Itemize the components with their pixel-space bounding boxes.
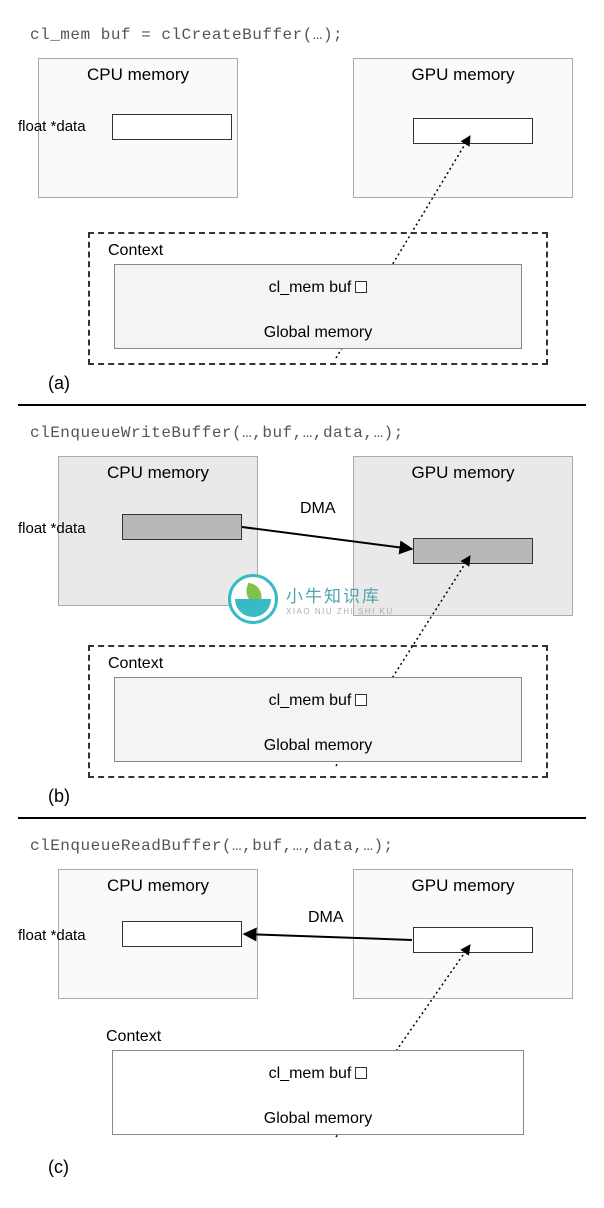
clmem-label: cl_mem buf (113, 1065, 523, 1083)
panel-a: cl_mem buf = clCreateBuffer(…); CPU memo… (18, 26, 586, 394)
data-pointer-label: float *data (18, 118, 86, 135)
watermark: 小牛知识库 XIAO NIU ZHI SHI KU (228, 574, 394, 624)
watermark-logo-icon (228, 574, 278, 624)
divider-bc (18, 817, 586, 819)
mem-row-c: CPU memory float *data GPU memory DMA (18, 869, 586, 1014)
panel-b: clEnqueueWriteBuffer(…,buf,…,data,…); CP… (18, 424, 586, 807)
global-memory-box: cl_mem buf Global memory (112, 1050, 524, 1135)
context-title: Context (108, 242, 534, 260)
data-pointer-label: float *data (18, 927, 86, 944)
clmem-handle-icon (355, 281, 367, 293)
global-memory-label: Global memory (113, 1110, 523, 1128)
cpu-memory-title: CPU memory (59, 876, 257, 896)
context-box-c: Context cl_mem buf Global memory (88, 1028, 548, 1149)
cpu-memory-title: CPU memory (39, 65, 237, 85)
mem-row-b: CPU memory float *data GPU memory DMA (18, 456, 586, 631)
global-memory-label: Global memory (115, 324, 521, 342)
divider-ab (18, 404, 586, 406)
gpu-buffer-rect (413, 118, 533, 144)
context-box-a: Context cl_mem buf Global memory (88, 232, 548, 365)
panel-tag-a: (a) (48, 373, 586, 394)
global-memory-label: Global memory (115, 737, 521, 755)
clmem-label: cl_mem buf (115, 692, 521, 710)
data-pointer-label: float *data (18, 520, 86, 537)
context-box-b: Context cl_mem buf Global memory (88, 645, 548, 778)
cpu-memory-title: CPU memory (59, 463, 257, 483)
panel-c: clEnqueueReadBuffer(…,buf,…,data,…); CPU… (18, 837, 586, 1178)
panel-tag-b: (b) (48, 786, 586, 807)
mem-row-a: CPU memory float *data GPU memory (18, 58, 586, 218)
gpu-memory-title: GPU memory (354, 876, 572, 896)
clmem-text: cl_mem buf (269, 1065, 352, 1082)
watermark-zh: 小牛知识库 (286, 582, 394, 607)
context-title: Context (108, 655, 534, 673)
code-line-c: clEnqueueReadBuffer(…,buf,…,data,…); (30, 837, 586, 855)
clmem-text: cl_mem buf (269, 692, 352, 709)
watermark-pinyin: XIAO NIU ZHI SHI KU (286, 607, 394, 616)
global-memory-box: cl_mem buf Global memory (114, 264, 522, 349)
watermark-text: 小牛知识库 XIAO NIU ZHI SHI KU (286, 582, 394, 616)
cpu-buffer-rect (112, 114, 232, 140)
clmem-handle-icon (355, 1067, 367, 1079)
gpu-buffer-rect (413, 538, 533, 564)
code-line-b: clEnqueueWriteBuffer(…,buf,…,data,…); (30, 424, 586, 442)
context-title: Context (106, 1028, 536, 1046)
dma-label: DMA (300, 500, 336, 518)
cpu-buffer-rect (122, 921, 242, 947)
clmem-handle-icon (355, 694, 367, 706)
cpu-buffer-rect (122, 514, 242, 540)
clmem-text: cl_mem buf (269, 279, 352, 296)
global-memory-box: cl_mem buf Global memory (114, 677, 522, 762)
gpu-memory-title: GPU memory (354, 463, 572, 483)
dma-label: DMA (308, 909, 344, 927)
clmem-label: cl_mem buf (115, 279, 521, 297)
gpu-memory-title: GPU memory (354, 65, 572, 85)
code-line-a: cl_mem buf = clCreateBuffer(…); (30, 26, 586, 44)
gpu-buffer-rect (413, 927, 533, 953)
